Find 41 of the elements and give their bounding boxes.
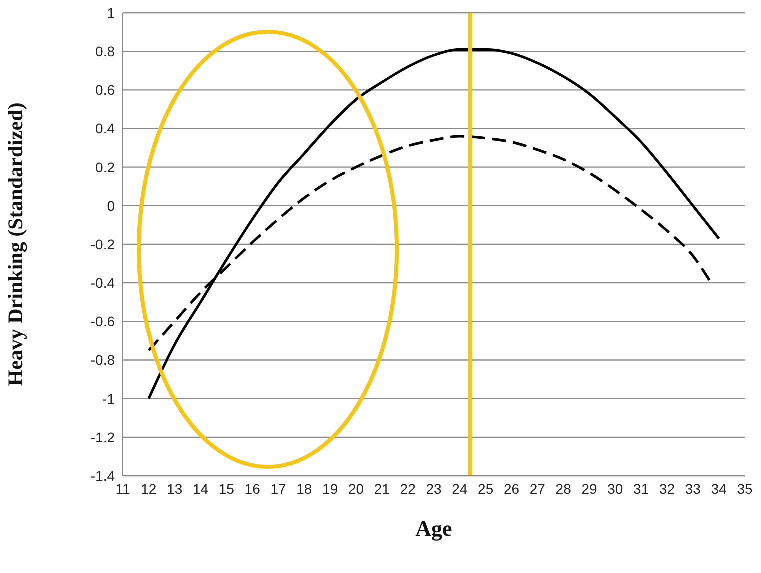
y-tick-label: -0.6 <box>90 314 116 330</box>
x-tick-label: 21 <box>374 480 390 497</box>
x-tick-label: 27 <box>530 480 546 497</box>
y-tick-label: -0.8 <box>90 352 116 368</box>
x-tick-label: 35 <box>737 480 753 497</box>
x-tick-label: 30 <box>608 480 624 497</box>
x-tick-label: 11 <box>116 480 130 497</box>
y-tick-label: 0 <box>107 198 116 214</box>
x-tick-label: 22 <box>400 480 416 497</box>
y-tick-label: 0.2 <box>96 159 116 176</box>
x-tick-label: 33 <box>685 480 702 497</box>
x-tick-label: 23 <box>426 480 442 497</box>
y-tick-label: -0.4 <box>90 275 116 292</box>
x-tick-label: 29 <box>582 480 598 497</box>
y-axis-title: Heavy Drinking (Standardized) <box>3 102 28 386</box>
x-tick-label: 19 <box>322 480 338 497</box>
x-tick-label: 31 <box>634 480 650 497</box>
y-tick-label: 1 <box>107 4 116 21</box>
x-tick-label: 13 <box>167 480 183 497</box>
y-tick-label: 0.8 <box>96 44 116 60</box>
x-tick-label: 32 <box>659 480 676 497</box>
x-tick-label: 18 <box>296 480 312 497</box>
x-axis-title: Age <box>416 516 453 541</box>
x-tick-label: 24 <box>452 480 468 497</box>
x-tick-label: 14 <box>192 480 209 497</box>
x-tick-label: 16 <box>244 480 261 497</box>
line-series <box>148 48 720 400</box>
y-tick-label: -0.2 <box>90 236 116 252</box>
y-tick-label: 0.6 <box>96 82 116 98</box>
y-tick-label: -1 <box>102 390 116 407</box>
x-tick-label: 26 <box>504 480 520 497</box>
x-tick-label: 15 <box>218 480 235 497</box>
y-tick-label: 0.4 <box>96 120 116 137</box>
x-tick-label: 28 <box>556 480 572 497</box>
x-tick-label: 12 <box>141 480 157 497</box>
y-tick-label: -1.2 <box>90 429 116 446</box>
x-tick-label: 34 <box>711 480 728 497</box>
y-tick-label: -1.4 <box>90 468 116 484</box>
x-tick-label: 20 <box>348 480 364 497</box>
x-tick-label: 25 <box>478 480 494 497</box>
x-tick-label: 17 <box>270 480 286 497</box>
